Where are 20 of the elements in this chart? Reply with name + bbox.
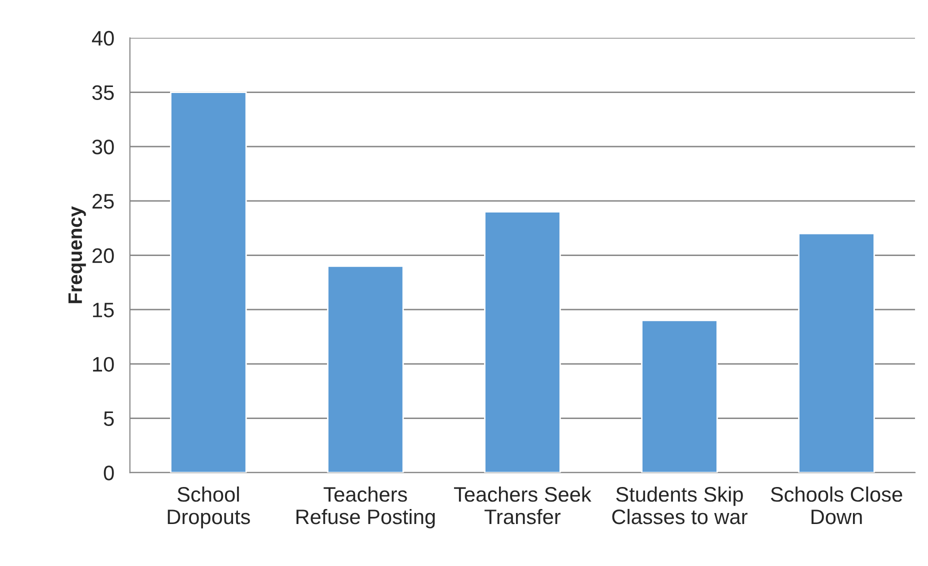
x-tick-label: School Dropouts	[168, 486, 250, 528]
bar	[327, 265, 404, 473]
bar	[641, 320, 718, 473]
y-tick-label: 15	[93, 302, 114, 318]
y-tick-label: 5	[104, 411, 114, 426]
y-tick-label: 25	[92, 194, 114, 209]
y-tick-label: 40	[92, 30, 114, 46]
x-tick-label: Schools Close Down	[770, 486, 902, 524]
x-tick-label: Teachers Seek Transfer	[454, 486, 592, 524]
bar	[798, 232, 875, 473]
y-tick-label: 35	[92, 85, 114, 100]
y-tick-label: 0	[104, 466, 114, 480]
y-tick-label: 30	[92, 140, 114, 154]
x-tick-label: Teachers Refuse Posting	[296, 486, 435, 528]
bar	[170, 92, 247, 473]
bar	[484, 211, 561, 473]
y-tick-label: 20	[92, 248, 114, 264]
x-tick-label: Students Skip Classes to war	[612, 486, 748, 524]
y-tick-label: 10	[93, 356, 114, 372]
y-axis-title: Frequency	[68, 206, 86, 304]
